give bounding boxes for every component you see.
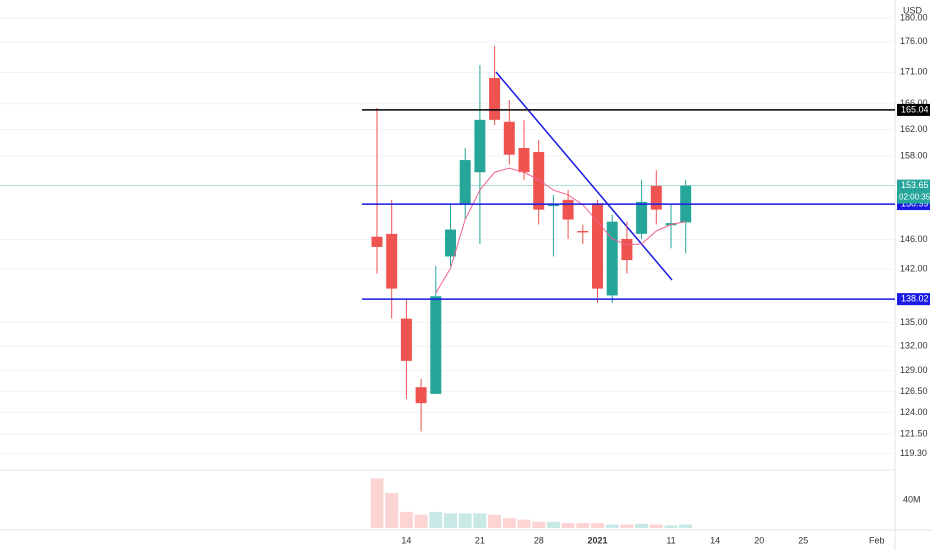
- volume-bar: [591, 523, 604, 528]
- volume-bar: [458, 513, 472, 528]
- trend-line: [495, 71, 673, 281]
- volume-bar: [399, 511, 413, 528]
- volume-bar: [546, 521, 560, 528]
- candle-body: [533, 152, 545, 210]
- last-price-box: [897, 179, 930, 204]
- y-tick-label: 129.00: [900, 365, 928, 375]
- volume-bar: [561, 523, 575, 528]
- candle-body: [621, 238, 633, 261]
- volume-bar: [370, 478, 384, 528]
- y-tick-label: 180.00: [900, 12, 928, 22]
- volume-bar: [635, 523, 649, 528]
- level-label-box: [897, 103, 930, 116]
- candle-body: [577, 230, 589, 233]
- volume-bar: [414, 514, 428, 528]
- candle-body: [400, 318, 412, 361]
- y-tick-label: 158.00: [900, 150, 928, 160]
- volume-bar: [488, 514, 502, 528]
- volume-bar: [444, 513, 457, 528]
- level-label: 165.04: [901, 104, 929, 114]
- candle-body: [415, 387, 427, 404]
- volume-bar: [532, 521, 546, 528]
- x-tick-label: 14: [401, 535, 411, 545]
- candle-body: [371, 236, 383, 247]
- candle-body: [547, 204, 559, 207]
- volume-bar: [576, 523, 590, 528]
- candle-body: [445, 229, 456, 257]
- x-tick-label: 25: [798, 535, 808, 545]
- volume-tick-label: 40M: [903, 494, 921, 504]
- candle-body: [474, 119, 486, 173]
- candle-body: [503, 121, 515, 155]
- y-tick-label: 171.00: [900, 67, 928, 77]
- volume-bar: [664, 525, 678, 528]
- volume-bar: [649, 524, 663, 528]
- volume-bar: [473, 513, 487, 528]
- volume-bar: [502, 518, 516, 528]
- y-tick-label: 176.00: [900, 36, 928, 46]
- y-tick-label: 142.00: [900, 263, 928, 273]
- x-tick-label: 21: [475, 535, 485, 545]
- candle-body: [592, 203, 603, 289]
- y-tick-label: 126.50: [900, 386, 928, 396]
- x-tick-label: 28: [534, 535, 544, 545]
- y-tick-label: 166.00: [900, 98, 928, 108]
- volume-bar: [517, 519, 531, 528]
- candle-body: [518, 148, 530, 173]
- candle-body: [606, 221, 618, 296]
- candle-body: [636, 201, 648, 234]
- moving-average-line: [435, 167, 686, 294]
- countdown-label: 02:00:35: [899, 193, 931, 202]
- candle-body: [386, 233, 398, 289]
- x-tick-label: 2021: [587, 535, 607, 545]
- candle-body: [562, 199, 574, 220]
- y-tick-label: 124.00: [900, 407, 928, 417]
- x-tick-label: 14: [710, 535, 720, 545]
- y-tick-label: 162.00: [900, 124, 928, 134]
- candle-body: [489, 77, 501, 120]
- volume-bar: [385, 493, 399, 528]
- volume-bar: [679, 524, 693, 528]
- level-label: 138.02: [901, 294, 929, 304]
- volume-bar: [620, 524, 634, 528]
- candle-body: [650, 185, 662, 210]
- level-label-box: [897, 293, 930, 306]
- volume-bar: [429, 511, 443, 528]
- y-tick-label: 146.00: [900, 234, 928, 244]
- candle-body: [459, 160, 471, 205]
- y-tick-label: 132.00: [900, 341, 928, 351]
- last-price-label: 153.65: [901, 180, 929, 190]
- volume-bar: [605, 524, 619, 528]
- x-tick-label: 20: [754, 535, 764, 545]
- candle-body: [430, 296, 442, 394]
- currency-label: USD: [903, 5, 923, 15]
- y-tick-label: 121.50: [900, 428, 928, 438]
- x-tick-label: Feb: [869, 535, 885, 545]
- y-tick-label: 119.30: [900, 448, 927, 458]
- x-tick-label: 11: [666, 535, 675, 545]
- y-tick-label: 135.00: [900, 317, 928, 327]
